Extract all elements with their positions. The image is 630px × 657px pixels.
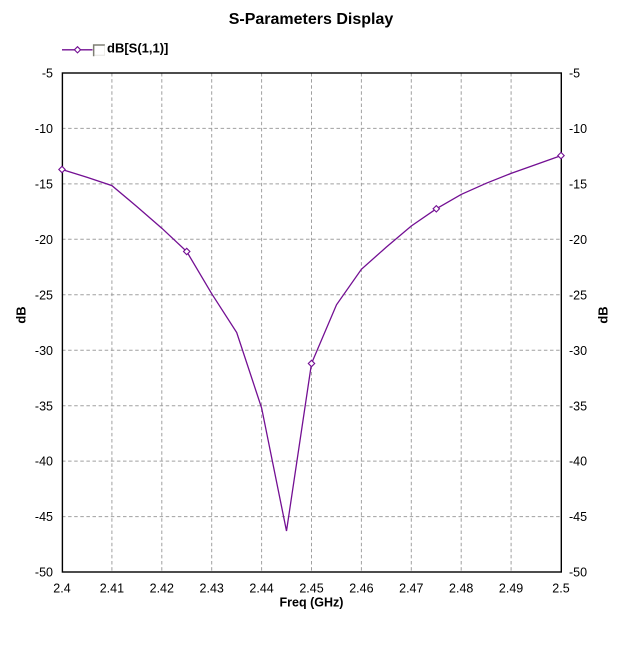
svg-text:dB: dB (13, 306, 28, 323)
svg-text:-5: -5 (42, 67, 53, 81)
svg-text:-25: -25 (35, 288, 53, 302)
svg-text:-45: -45 (35, 510, 53, 524)
svg-text:2.47: 2.47 (399, 582, 423, 596)
svg-text:-50: -50 (569, 566, 587, 580)
svg-text:2.48: 2.48 (449, 582, 473, 596)
svg-text:-15: -15 (569, 178, 587, 192)
svg-text:-45: -45 (569, 510, 587, 524)
svg-text:-20: -20 (35, 233, 53, 247)
svg-text:-5: -5 (569, 67, 580, 81)
svg-text:-30: -30 (569, 344, 587, 358)
svg-text:2.41: 2.41 (100, 582, 124, 596)
svg-text:-50: -50 (35, 566, 53, 580)
svg-text:dB: dB (596, 306, 611, 323)
svg-text:2.43: 2.43 (200, 582, 224, 596)
svg-text:-20: -20 (569, 233, 587, 247)
svg-text:2.4: 2.4 (53, 582, 70, 596)
svg-text:-35: -35 (35, 399, 53, 413)
svg-text:dB[S(1,1)]: dB[S(1,1)] (107, 41, 168, 56)
svg-text:2.44: 2.44 (249, 582, 273, 596)
svg-text:-30: -30 (35, 344, 53, 358)
svg-text:2.46: 2.46 (349, 582, 373, 596)
svg-text:-40: -40 (35, 455, 53, 469)
svg-text:-35: -35 (569, 399, 587, 413)
svg-text:-25: -25 (569, 288, 587, 302)
svg-text:2.45: 2.45 (299, 582, 323, 596)
svg-text:2.42: 2.42 (150, 582, 174, 596)
svg-text:-40: -40 (569, 455, 587, 469)
svg-text:2.49: 2.49 (499, 582, 523, 596)
svg-text:-15: -15 (35, 178, 53, 192)
svg-text:S-Parameters Display: S-Parameters Display (229, 11, 394, 28)
svg-text:-10: -10 (35, 122, 53, 136)
svg-text:2.5: 2.5 (552, 582, 569, 596)
svg-text:-10: -10 (569, 122, 587, 136)
svg-text:Freq (GHz): Freq (GHz) (280, 596, 344, 610)
